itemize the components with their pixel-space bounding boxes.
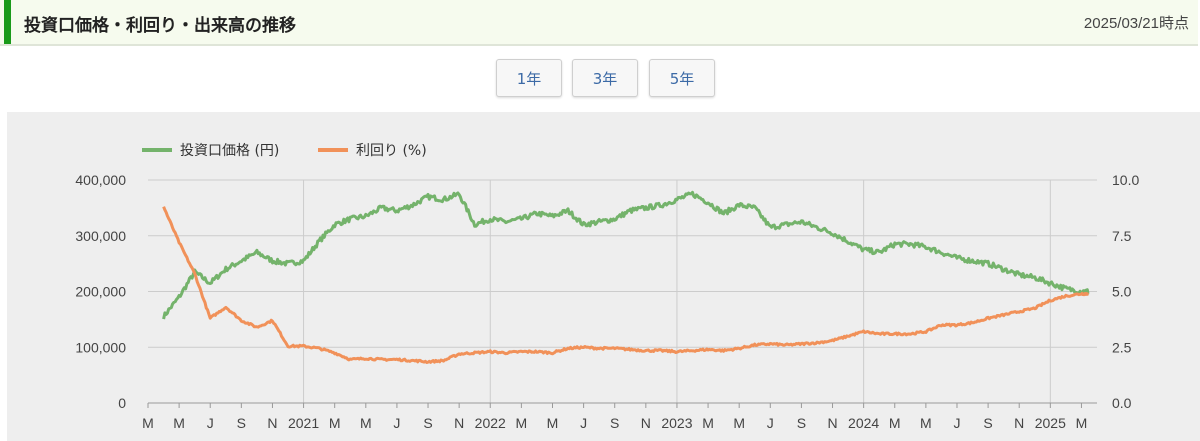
x-tick-label: S [423,415,432,431]
x-tick-label: J [580,415,587,431]
x-tick-label: S [983,415,992,431]
x-tick-label: J [767,415,774,431]
x-tick-label: M [547,415,559,431]
x-tick-label: M [889,415,901,431]
y-left-tick-label: 200,000 [75,284,126,300]
range-5y-button[interactable]: 5年 [649,59,715,97]
y-left-tick-label: 100,000 [75,339,126,355]
x-tick-label: M [920,415,932,431]
x-tick-label: J [207,415,214,431]
legend-yield-label[interactable]: 利回り (%) [356,143,427,159]
x-tick-label: N [454,415,464,431]
x-tick-label: N [1014,415,1024,431]
y-right-tick-label: 10.0 [1112,172,1139,188]
x-tick-label: S [610,415,619,431]
x-tick-label: S [237,415,246,431]
y-left-tick-label: 300,000 [75,228,126,244]
y-right-tick-label: 7.5 [1112,228,1132,244]
header-accent-bar [4,0,11,44]
price-series-line[interactable] [162,190,1090,320]
x-tick-label: N [641,415,651,431]
x-tick-label: M [329,415,341,431]
as-of-date: 2025/03/21時点 [1083,15,1189,32]
x-tick-label: M [142,415,154,431]
x-tick-label: N [267,415,277,431]
y-right-tick-label: 2.5 [1112,339,1132,355]
x-tick-label: N [827,415,837,431]
x-tick-label: 2022 [475,415,506,431]
x-tick-label: M [173,415,185,431]
section-title: 投資口価格・利回り・出来高の推移 [24,16,296,36]
section-header: 投資口価格・利回り・出来高の推移 2025/03/21時点 [0,0,1198,46]
x-tick-label: J [953,415,960,431]
y-right-tick-label: 5.0 [1112,284,1132,300]
yield-series-line[interactable] [162,206,1090,364]
x-tick-label: 2024 [848,415,879,431]
y-left-tick-label: 400,000 [75,172,126,188]
x-tick-label: 2025 [1035,415,1066,431]
x-tick-label: S [797,415,806,431]
x-tick-label: M [516,415,528,431]
x-tick-label: M [1076,415,1088,431]
y-left-tick-label: 0 [118,395,126,411]
x-tick-label: M [733,415,745,431]
range-3y-button[interactable]: 3年 [572,59,638,97]
range-1y-button[interactable]: 1年 [496,59,562,97]
x-tick-label: 2023 [661,415,692,431]
x-tick-label: J [393,415,400,431]
y-right-tick-label: 0.0 [1112,395,1132,411]
legend-price-label[interactable]: 投資口価格 (円) [180,143,279,159]
x-tick-label: 2021 [288,415,319,431]
x-tick-label: M [702,415,714,431]
x-tick-label: M [360,415,372,431]
